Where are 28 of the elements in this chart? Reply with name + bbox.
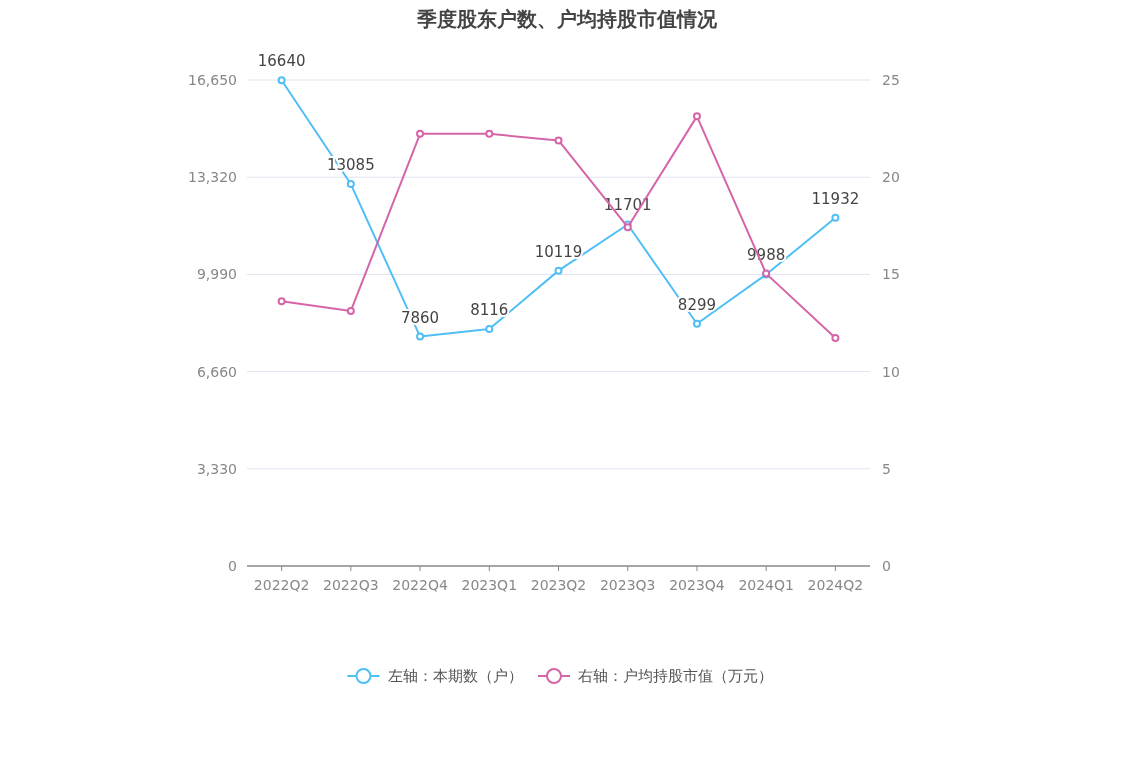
- y-tick-label: 16,650: [188, 72, 237, 88]
- y-tick-label: 13,320: [188, 169, 237, 186]
- legend-label: 右轴：户均持股市值（万元）: [578, 667, 773, 685]
- x-tick-label: 2023Q4: [669, 577, 725, 593]
- y-tick-label: 9,990: [196, 266, 237, 283]
- y-tick-label: 3,330: [196, 460, 237, 477]
- y2-tick-label: 0: [882, 558, 891, 574]
- x-tick-label: 2022Q4: [392, 577, 448, 593]
- chart-title: 季度股东户数、户均持股市值情况: [416, 7, 718, 31]
- legend-label: 左轴：本期数（户）: [387, 667, 523, 685]
- data-label: 8116: [470, 301, 509, 320]
- data-label: 10119: [534, 242, 583, 261]
- x-tick-label: 2022Q3: [323, 577, 379, 593]
- x-tick-label: 2022Q2: [253, 577, 310, 593]
- y2-tick-label: 10: [882, 363, 900, 380]
- x-tick-label: 2023Q3: [599, 577, 656, 593]
- y-tick-label: 0: [228, 558, 237, 574]
- y-tick-label: 6,660: [196, 363, 237, 380]
- x-tick-label: 2023Q2: [530, 577, 587, 593]
- x-tick-label: 2024Q2: [807, 577, 864, 593]
- y2-tick-label: 5: [882, 460, 891, 477]
- y2-tick-label: 15: [882, 266, 900, 283]
- y2-tick-label: 20: [882, 169, 900, 186]
- y2-tick-label: 25: [882, 72, 900, 88]
- x-tick-label: 2023Q1: [461, 577, 518, 593]
- x-tick-label: 2024Q1: [738, 577, 794, 593]
- data-label: 11932: [811, 189, 860, 208]
- data-label: 16640: [257, 52, 306, 71]
